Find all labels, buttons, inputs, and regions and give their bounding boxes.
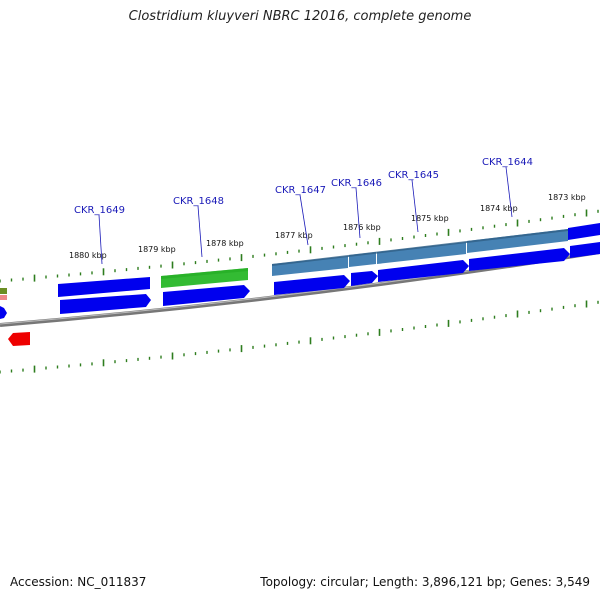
cds-CKR_1649-b[interactable] (60, 294, 151, 314)
cds-CKR_1646[interactable] (351, 271, 378, 286)
length-label: Length: (372, 575, 419, 589)
tick-label: 1873 kbp (548, 193, 586, 202)
feature-blue-edge[interactable] (0, 306, 7, 319)
leader-line (299, 194, 309, 246)
outer-tick-ring (0, 209, 599, 283)
tick-label: 1877 kbp (275, 231, 313, 240)
feature-right-edge-upper[interactable] (568, 223, 600, 240)
leader-line (505, 166, 513, 218)
cds-CKR_1647[interactable] (274, 275, 350, 295)
tick-label: 1875 kbp (411, 214, 449, 223)
accession-value: NC_011837 (77, 575, 147, 589)
feature-red-reverse[interactable] (8, 332, 30, 346)
leader-line (197, 205, 203, 258)
feature-olive[interactable] (0, 288, 7, 294)
gene-label-CKR_1644[interactable]: CKR_1644 (482, 157, 533, 168)
tick-label: 1876 kbp (343, 223, 381, 232)
tick-label: 1878 kbp (206, 239, 244, 248)
tick-label: 1874 kbp (480, 204, 518, 213)
feature-CKR_1645-box[interactable] (377, 242, 466, 264)
gene-label-CKR_1647[interactable]: CKR_1647 (275, 185, 326, 196)
genes-value: 3,549 (555, 575, 590, 589)
genome-summary: Topology: circular; Length: 3,896,121 bp… (260, 575, 590, 589)
cds-CKR_1649-a[interactable] (58, 277, 150, 297)
feature-CKR_1644-box[interactable] (467, 229, 568, 253)
topology-value: circular (320, 575, 365, 589)
tick-label: 1880 kbp (69, 251, 107, 260)
gene-labels: CKR_1649 CKR_1648 CKR_1647 CKR_1646 CKR_… (74, 157, 533, 265)
cds-CKR_1648[interactable] (163, 285, 250, 306)
map-title: Clostridium kluyveri NBRC 12016, complet… (128, 9, 472, 24)
feature-pink[interactable] (0, 295, 7, 300)
gene-label-CKR_1648[interactable]: CKR_1648 (173, 196, 224, 207)
topology-label: Topology: (260, 575, 317, 589)
accession-info: Accession: NC_011837 (10, 575, 146, 589)
gene-label-CKR_1645[interactable]: CKR_1645 (388, 170, 439, 181)
leader-line (98, 214, 103, 265)
feature-CKR_1647-box[interactable] (272, 256, 348, 276)
gene-label-CKR_1649[interactable]: CKR_1649 (74, 205, 125, 216)
length-value: 3,896,121 bp (421, 575, 502, 589)
cds-track-forward (58, 242, 600, 314)
genes-label: Genes: (509, 575, 552, 589)
leader-line (411, 179, 419, 233)
inner-tick-ring (0, 300, 599, 374)
gene-label-CKR_1646[interactable]: CKR_1646 (331, 178, 382, 189)
cds-CKR_1645[interactable] (378, 260, 469, 282)
tick-label: 1879 kbp (138, 245, 176, 254)
cds-right-edge-lower[interactable] (570, 242, 600, 258)
leader-line (355, 187, 361, 239)
accession-label: Accession: (10, 575, 74, 589)
scale-labels: 1880 kbp 1879 kbp 1878 kbp 1877 kbp 1876… (69, 193, 586, 260)
feature-track-upper (161, 223, 600, 288)
cds-CKR_1644[interactable] (469, 248, 570, 271)
